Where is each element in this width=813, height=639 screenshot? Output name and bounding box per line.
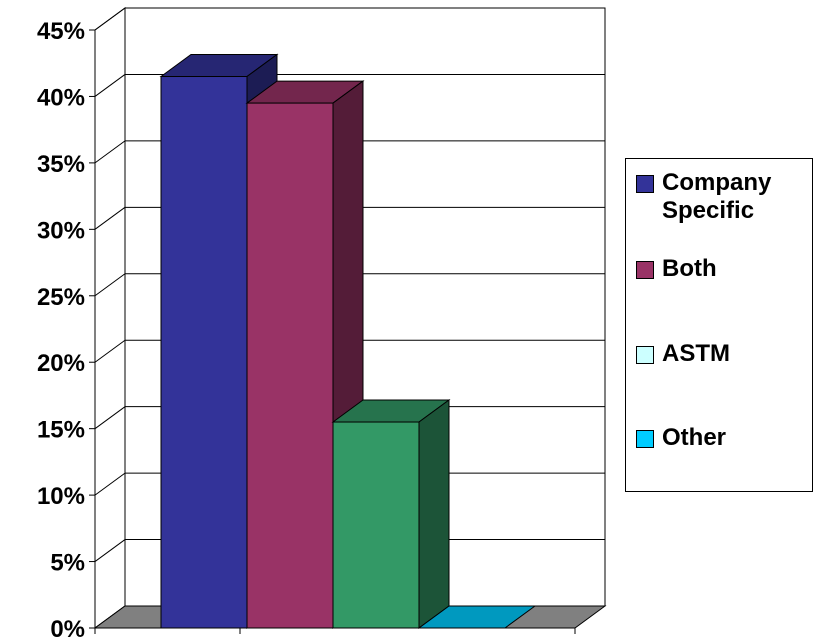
- bar-top: [417, 605, 537, 629]
- legend-item-company-specific: Company Specific: [636, 169, 812, 225]
- bar-other: [417, 605, 537, 629]
- legend: Company Specific Both ASTM Other: [625, 158, 813, 492]
- legend-item-astm: ASTM: [636, 340, 812, 368]
- y-tick-label: 0%: [50, 616, 85, 639]
- gridline-side: [94, 472, 126, 496]
- legend-label: Other: [662, 424, 727, 451]
- bar-front: [160, 76, 248, 629]
- gridline-side: [94, 140, 126, 164]
- y-axis-ticks: 0% 5% 10% 15% 20% 25% 30% 35% 40% 45%: [37, 18, 85, 639]
- bars: [159, 53, 537, 629]
- y-tick-label: 15%: [37, 417, 85, 444]
- legend-label: Both: [662, 255, 717, 282]
- y-tick-label: 5%: [50, 550, 85, 577]
- legend-item-other: Other: [636, 424, 812, 452]
- y-tick-label: 40%: [37, 84, 85, 111]
- bar-astm: [331, 399, 451, 629]
- gridline-side: [94, 7, 126, 31]
- legend-swatch: [636, 175, 654, 193]
- y-tick-label: 45%: [37, 18, 85, 45]
- bar-side: [418, 399, 450, 629]
- y-tick-label: 20%: [37, 350, 85, 377]
- y-tick-label: 25%: [37, 284, 85, 311]
- legend-item-both: Both: [636, 255, 812, 283]
- legend-label: ASTM: [662, 340, 730, 367]
- legend-label: Company Specific: [662, 169, 772, 224]
- y-tick-label: 10%: [37, 483, 85, 510]
- gridline-side: [94, 539, 126, 562]
- y-tick-label: 30%: [37, 217, 85, 244]
- gridline-side: [94, 406, 126, 430]
- bar-front: [246, 102, 334, 629]
- gridline-side: [94, 206, 126, 230]
- legend-swatch: [636, 346, 654, 364]
- legend-swatch: [636, 261, 654, 279]
- gridline-side: [94, 74, 126, 97]
- y-tick-label: 35%: [37, 151, 85, 178]
- gridline-side: [94, 273, 126, 297]
- bar-front: [332, 421, 420, 629]
- gridline-side: [94, 339, 126, 363]
- side-wall: [94, 7, 126, 629]
- legend-swatch: [636, 430, 654, 448]
